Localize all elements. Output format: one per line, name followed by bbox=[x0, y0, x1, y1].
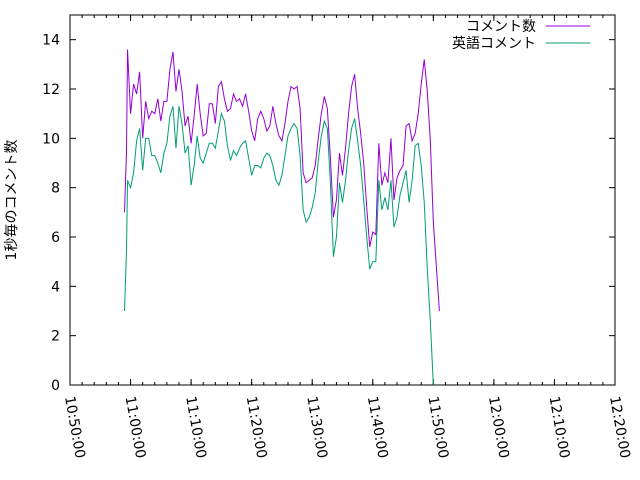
x-tick-label: 11:40:00 bbox=[364, 395, 391, 460]
plot-area bbox=[69, 14, 616, 386]
x-axis-ticks: 10:50:00 11:00:00 11:10:00 11:20:00 11:30:00… bbox=[61, 15, 633, 460]
legend-label-1: コメント数 bbox=[466, 19, 536, 35]
x-tick-label: 11:50:00 bbox=[424, 395, 451, 460]
x-tick-label: 10:50:00 bbox=[61, 395, 88, 460]
y-tick-label: 12 bbox=[42, 82, 60, 98]
y-tick-label: 10 bbox=[42, 131, 60, 147]
x-tick-label: 11:20:00 bbox=[243, 395, 270, 460]
y-tick-label: 14 bbox=[42, 33, 60, 49]
x-tick-label: 11:30:00 bbox=[303, 395, 330, 460]
y-axis-label: 1秒毎のコメント数 bbox=[4, 140, 20, 261]
x-tick-label: 11:10:00 bbox=[182, 395, 209, 460]
y-tick-label: 6 bbox=[51, 230, 60, 246]
series-line-1 bbox=[124, 49, 440, 312]
series-layer bbox=[124, 49, 440, 386]
plot-frame bbox=[69, 14, 616, 386]
x-tick-label: 12:10:00 bbox=[546, 395, 573, 460]
y-tick-label: 2 bbox=[51, 329, 60, 345]
y-tick-label: 8 bbox=[51, 181, 60, 197]
y-axis-ticks: 0 2 4 6 8 10 12 14 bbox=[42, 33, 615, 394]
series-line-2 bbox=[124, 106, 434, 386]
x-tick-label: 12:00:00 bbox=[485, 395, 512, 460]
x-tick-label: 11:00:00 bbox=[122, 395, 149, 460]
y-tick-label: 0 bbox=[51, 378, 60, 394]
legend-label-2: 英語コメント bbox=[452, 35, 536, 52]
y-tick-label: 4 bbox=[51, 279, 60, 295]
x-tick-label: 12:20:00 bbox=[606, 395, 633, 460]
